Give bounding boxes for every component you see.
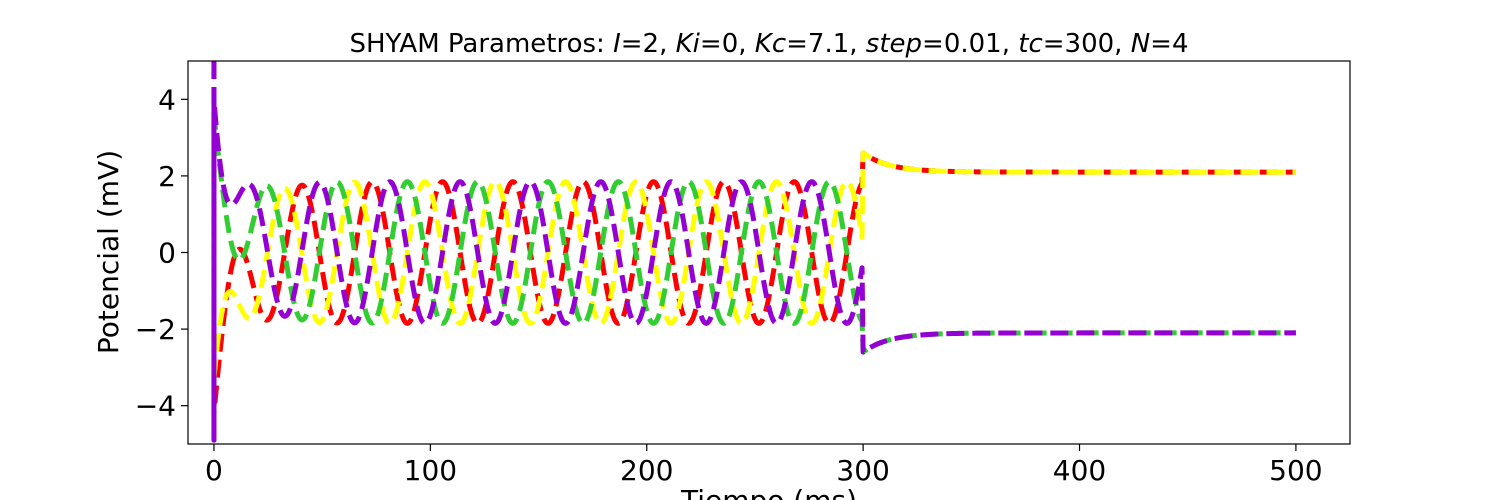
title-param-value: =300, bbox=[1043, 29, 1131, 59]
series-line bbox=[211, 61, 1298, 443]
x-axis: 0 100 200 300 400 500 bbox=[205, 444, 1323, 487]
y-tick-label: −4 bbox=[135, 390, 176, 423]
x-tick-label: 100 bbox=[404, 454, 457, 487]
plot-frame bbox=[187, 60, 1351, 445]
y-tick-label: −2 bbox=[135, 313, 176, 346]
series-line bbox=[211, 61, 1298, 443]
y-axis: −4 −2 0 2 4 bbox=[135, 83, 188, 423]
x-axis-label: Tiempo (ms) bbox=[680, 484, 857, 500]
title-param-name: Ki bbox=[676, 29, 701, 59]
title-param-value: =0.01, bbox=[922, 29, 1018, 59]
title-param-value: =0, bbox=[700, 29, 755, 59]
title-param-value: =2, bbox=[621, 29, 676, 59]
x-tick-label: 0 bbox=[205, 454, 223, 487]
title-param-name: N bbox=[1131, 29, 1150, 59]
y-axis-label: Potencial (mV) bbox=[92, 150, 125, 354]
chart-title: SHYAM Parametros: I=2, Ki=0, Kc=7.1, ste… bbox=[350, 29, 1189, 59]
x-tick-label: 300 bbox=[836, 454, 889, 487]
title-param-name: Kc bbox=[755, 29, 786, 59]
title-param-name: tc bbox=[1018, 29, 1043, 59]
y-tick-label: 0 bbox=[158, 237, 176, 270]
y-tick-label: 2 bbox=[158, 160, 176, 193]
title-param-value: =4 bbox=[1150, 29, 1188, 59]
series-line bbox=[211, 61, 1298, 443]
title-prefix: SHYAM Parametros: bbox=[350, 29, 614, 59]
x-tick-label: 400 bbox=[1053, 454, 1106, 487]
x-tick-label: 200 bbox=[620, 454, 673, 487]
x-tick-label: 500 bbox=[1269, 454, 1322, 487]
title-param-value: =7.1, bbox=[786, 29, 866, 59]
title-param-name: step bbox=[866, 29, 922, 59]
title-param-name: I bbox=[613, 29, 621, 59]
y-tick-label: 4 bbox=[158, 83, 176, 116]
plot-lines bbox=[211, 61, 1298, 443]
series-line bbox=[211, 61, 1298, 443]
